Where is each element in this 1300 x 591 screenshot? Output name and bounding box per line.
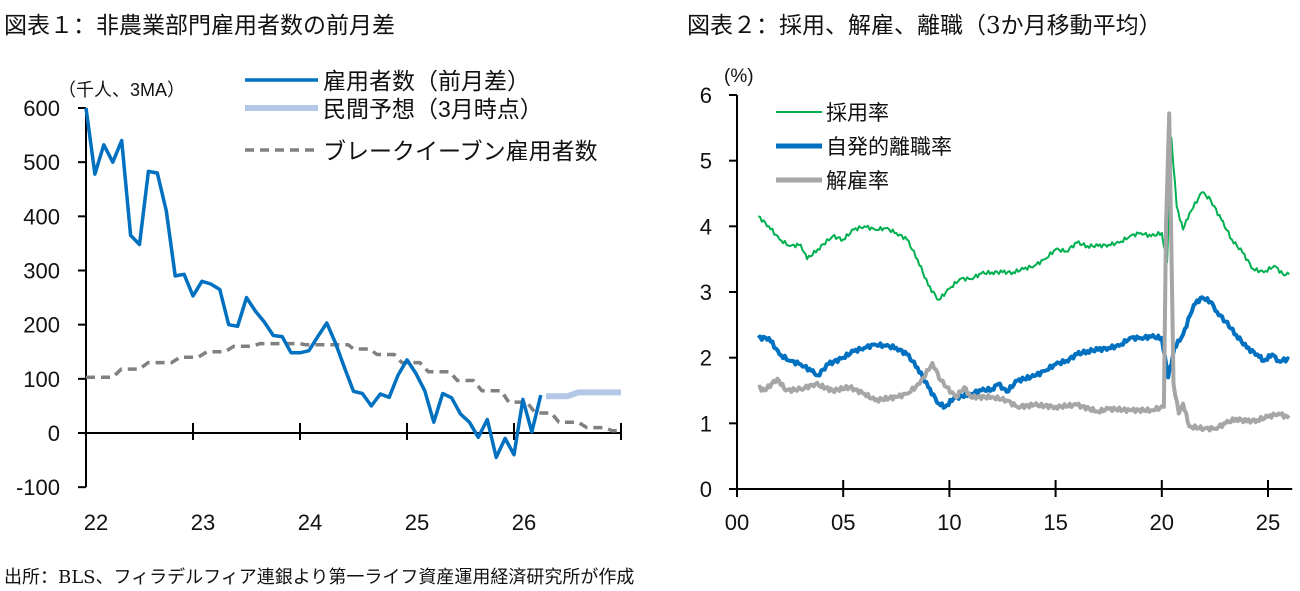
right-legend-label-2: 解雇率 [826, 170, 889, 193]
left-x-tick-label: 26 [512, 510, 536, 535]
right-series-line-2 [757, 111, 1291, 433]
right-chart-title: 図表２：採用、解雇、離職（3か月移動平均） [687, 13, 1162, 39]
left-legend-label-0: 雇用者数（前月差） [323, 68, 530, 94]
source-footer: 出所：BLS、フィラデルフィア連銀より第一ライフ資産運用経済研究所が作成 [4, 567, 635, 588]
left-x-tick-label: 25 [405, 510, 429, 535]
left-y-tick-label: 200 [23, 313, 60, 338]
right-x-tick-label: 05 [831, 510, 855, 535]
right-x-tick-label: 25 [1256, 510, 1280, 535]
right-y-tick-label: 4 [700, 214, 712, 239]
right-series-line-0 [758, 136, 1290, 301]
left-y-tick-label: 100 [23, 367, 60, 392]
left-legend-label-1: 民間予想（3月時点） [323, 96, 543, 122]
left-y-tick-label: -100 [16, 475, 60, 500]
right-y-tick-label: 0 [700, 477, 712, 502]
right-y-tick-label: 2 [700, 346, 712, 371]
left-y-tick-label: 600 [23, 96, 60, 121]
left-chart-title: 図表１：非農業部門雇用者数の前月差 [4, 13, 395, 39]
right-x-tick-label: 15 [1043, 510, 1067, 535]
right-y-tick-label: 5 [700, 149, 712, 174]
right-x-tick-label: 00 [725, 510, 749, 535]
right-x-tick-label: 20 [1150, 510, 1174, 535]
left-y-tick-label: 400 [23, 204, 60, 229]
right-x-tick-label: 10 [937, 510, 961, 535]
left-y-tick-label: 300 [23, 259, 60, 284]
left-legend-label-2: ブレークイーブン雇用者数 [323, 138, 598, 164]
left-unit-label: （千人、3MA） [58, 80, 185, 100]
right-y-tick-label: 1 [700, 411, 712, 436]
left-x-tick-label: 22 [84, 510, 108, 535]
left-y-tick-label: 500 [23, 150, 60, 175]
right-legend-label-1: 自発的離職率 [826, 136, 952, 159]
right-legend-label-0: 採用率 [826, 102, 889, 125]
left-series-line-1 [546, 389, 621, 400]
left-y-tick-label: 0 [48, 421, 60, 446]
left-x-tick-label: 23 [191, 510, 215, 535]
right-y-tick-label: 6 [700, 83, 712, 108]
right-y-tick-label: 3 [700, 280, 712, 305]
left-series-line-0 [84, 107, 543, 460]
right-unit-label: (%) [724, 66, 754, 87]
left-x-tick-label: 24 [298, 510, 322, 535]
right-series-line-1 [756, 295, 1290, 410]
